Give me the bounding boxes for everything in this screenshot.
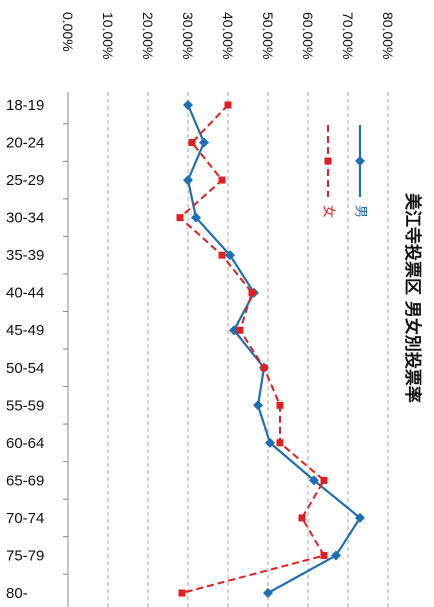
- category-tick-label: 45-49: [6, 322, 44, 339]
- data-point: [199, 137, 209, 148]
- data-point: [183, 100, 193, 110]
- data-point: [248, 289, 256, 297]
- legend-marker: [355, 156, 365, 166]
- value-tick-label: 10.00%: [100, 12, 116, 59]
- category-tick-label: 50-54: [6, 360, 44, 377]
- value-tick-label: 70.00%: [340, 12, 356, 59]
- value-tick-label: 80.00%: [380, 12, 396, 59]
- data-point: [260, 364, 268, 372]
- title-layer: 美江寺投票区 男女別投票率: [402, 193, 423, 403]
- data-point: [265, 437, 275, 448]
- category-tick-label: 40-44: [6, 285, 44, 302]
- category-tick-label: 55-59: [6, 397, 44, 414]
- data-point: [320, 476, 328, 484]
- data-point: [218, 251, 226, 259]
- data-point: [236, 326, 244, 334]
- category-tick-label: 30-34: [6, 210, 44, 227]
- data-point: [263, 588, 273, 598]
- value-tick-label: 30.00%: [180, 12, 196, 59]
- value-tick-label: 60.00%: [300, 12, 316, 59]
- category-tick-label: 75-79: [6, 547, 44, 564]
- category-tick-label: 80-: [6, 585, 28, 602]
- data-point: [320, 551, 328, 559]
- data-point: [218, 176, 226, 184]
- series-line-女: [178, 104, 326, 594]
- legend-marker: [324, 157, 332, 165]
- data-point: [253, 400, 263, 411]
- category-tick-label: 65-69: [6, 472, 44, 489]
- legend-label-女: 女: [321, 205, 337, 218]
- value-tick-label: 0.00%: [60, 12, 76, 52]
- data-point: [276, 439, 284, 447]
- value-tick-label: 20.00%: [140, 12, 156, 59]
- category-tick-label: 60-64: [6, 435, 44, 452]
- series-line-男: [186, 104, 362, 594]
- grid-layer: [107, 92, 389, 607]
- data-point: [225, 250, 235, 261]
- data-point: [331, 550, 341, 561]
- category-tick-label: 25-29: [6, 172, 44, 189]
- data-point: [355, 512, 365, 523]
- axis-layer: 0.00% 10.00% 20.00% 30.00% 40.00% 50.00% 60.00…: [6, 12, 396, 607]
- data-point: [183, 175, 193, 186]
- data-point: [178, 589, 186, 597]
- value-tick-label: 50.00%: [260, 12, 276, 59]
- category-tick-label: 18-19: [6, 97, 44, 114]
- data-point: [309, 475, 319, 486]
- data-point: [191, 212, 201, 223]
- data-point: [176, 214, 184, 222]
- category-tick-label: 70-74: [6, 510, 44, 527]
- data-point: [298, 514, 306, 522]
- category-tick-label: 20-24: [6, 135, 44, 152]
- value-tick-label: 40.00%: [220, 12, 236, 59]
- category-tick-label: 35-39: [6, 247, 44, 264]
- data-point: [276, 401, 284, 409]
- chart-title: 美江寺投票区 男女別投票率: [402, 193, 423, 403]
- legend: 男女: [321, 125, 368, 218]
- legend-label-男: 男: [353, 205, 368, 218]
- series-layer: [176, 100, 365, 598]
- data-point: [188, 139, 196, 147]
- data-point: [224, 101, 232, 109]
